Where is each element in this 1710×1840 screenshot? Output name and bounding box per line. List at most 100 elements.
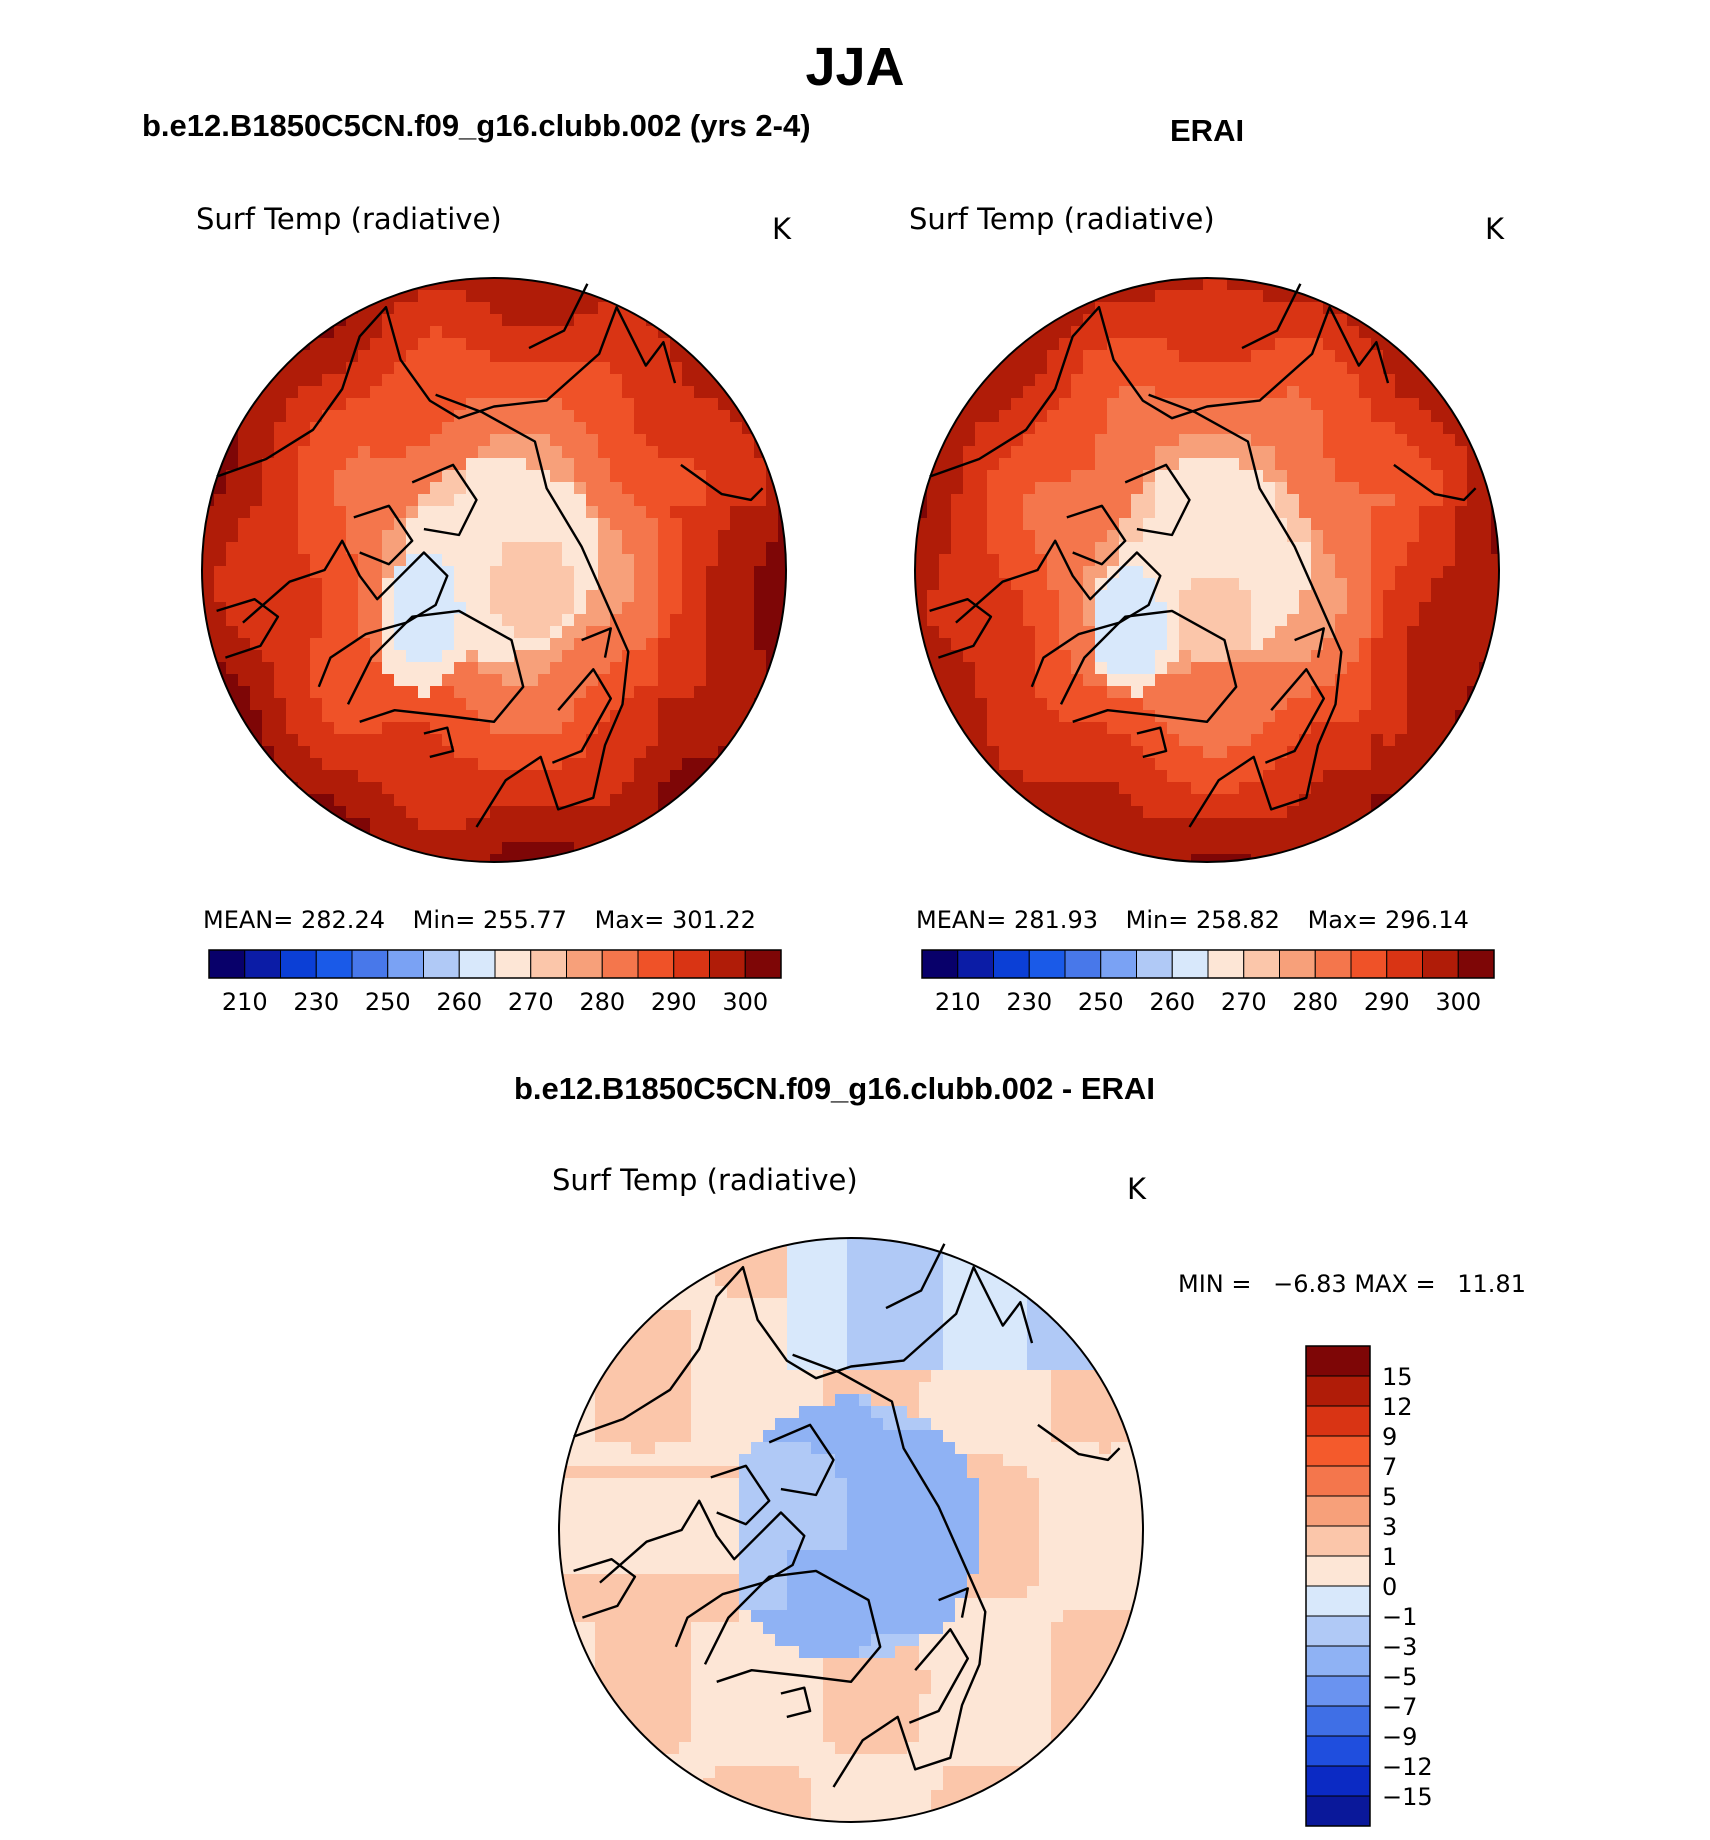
obs-field-cell [1419,650,1432,663]
model-field-cell [394,806,407,819]
diff-field-cell [811,1454,824,1467]
obs-field-cell [1071,746,1084,759]
diff-field-cell [835,1310,848,1323]
diff-field-cell [1135,1454,1143,1467]
obs-field-cell [1335,350,1348,363]
model-field-cell [550,338,563,351]
diff-field-cell [1027,1454,1040,1467]
model-field-cell [586,314,599,327]
model-field-cell [574,806,587,819]
obs-field-cell [1011,554,1024,567]
obs-field-cell [1215,314,1228,327]
model-field-cell [730,566,743,579]
model-field-cell [526,554,539,567]
model-field-cell [490,554,503,567]
model-field-cell [718,458,731,471]
obs-colorbar-swatch [921,949,959,979]
obs-field-cell [1311,806,1324,819]
model-field-cell [466,434,479,447]
obs-colorbar: 210 230 250 260 270 280 290 300 [921,949,1495,1016]
obs-field-cell [1083,386,1096,399]
model-field-cell [250,542,263,555]
obs-field-cell [1251,446,1264,459]
diff-field-cell [883,1358,896,1371]
diff-field-cell [1027,1478,1040,1491]
model-field-cell [610,518,623,531]
obs-field-cell [1347,626,1360,639]
model-field-cell [310,782,323,795]
model-field-cell [286,470,299,483]
obs-field-cell [1263,818,1276,831]
model-field-cell [514,374,527,387]
obs-field-cell [1383,398,1396,411]
obs-coastline-7 [1148,393,1343,828]
model-field-cell [694,734,707,747]
model-field-cell [610,794,623,807]
model-field-cell [574,470,587,483]
obs-field-cell [1131,674,1144,687]
obs-field-cell [1095,350,1108,363]
obs-field-cell [1035,362,1048,375]
diff-field-cell [775,1274,788,1287]
diff-field-cell [619,1502,632,1515]
obs-field-cell [975,578,988,591]
model-field-cell [502,458,515,471]
model-field-cell [298,590,311,603]
obs-field-cell [1383,590,1396,603]
diff-field-cell [763,1310,776,1323]
obs-field-cell [915,662,928,675]
model-field-cell [526,410,539,423]
obs-field-cell [1011,722,1024,735]
model-field-cell [502,386,515,399]
diff-field-cell [1063,1406,1076,1419]
model-field-cell [418,374,431,387]
model-polar-map [201,277,787,863]
diff-field-cell [943,1502,956,1515]
obs-field-cell [1131,350,1144,363]
model-field-cell [418,278,431,291]
obs-field-cell [1023,782,1036,795]
model-field-cell [490,542,503,555]
obs-field-cell [1263,578,1276,591]
model-field-cell [454,506,467,519]
model-field-cell [598,518,611,531]
obs-field-cell [1383,566,1396,579]
obs-field-cell [1167,614,1180,627]
model-field-cell [262,506,275,519]
model-field-cell [610,542,623,555]
diff-field-cell [775,1334,788,1347]
obs-field-cell [1203,458,1216,471]
obs-field-cell [1191,650,1204,663]
diff-field-cell [883,1250,896,1263]
obs-field-cell [1455,398,1468,411]
model-field-cell [466,662,479,675]
obs-field-cell [1323,578,1336,591]
model-field-cell [502,686,515,699]
model-field-cell [334,734,347,747]
obs-field-cell [1431,434,1444,447]
model-field-cell [382,434,395,447]
model-field-cell [490,854,503,862]
diff-field-cell [739,1394,752,1407]
obs-field-cell [1023,386,1036,399]
model-field-cell [766,590,779,603]
obs-field-cell [1371,578,1384,591]
model-field-cell [454,662,467,675]
obs-field-cell [1035,650,1048,663]
diff-field-cell [835,1466,848,1479]
obs-field-cell [1407,590,1420,603]
diff-field-cell [631,1502,644,1515]
model-field-cell [742,518,755,531]
model-field-cell [658,398,671,411]
model-field-cell [502,326,515,339]
model-field-cell [466,650,479,663]
model-field-cell [574,506,587,519]
model-field-cell [694,590,707,603]
diff-field-cell [931,1334,944,1347]
obs-field-cell [1383,746,1396,759]
model-field-cell [550,626,563,639]
obs-field-cell [999,518,1012,531]
diff-field-cell [823,1334,836,1347]
model-field-cell [250,530,263,543]
model-field-cell [574,578,587,591]
